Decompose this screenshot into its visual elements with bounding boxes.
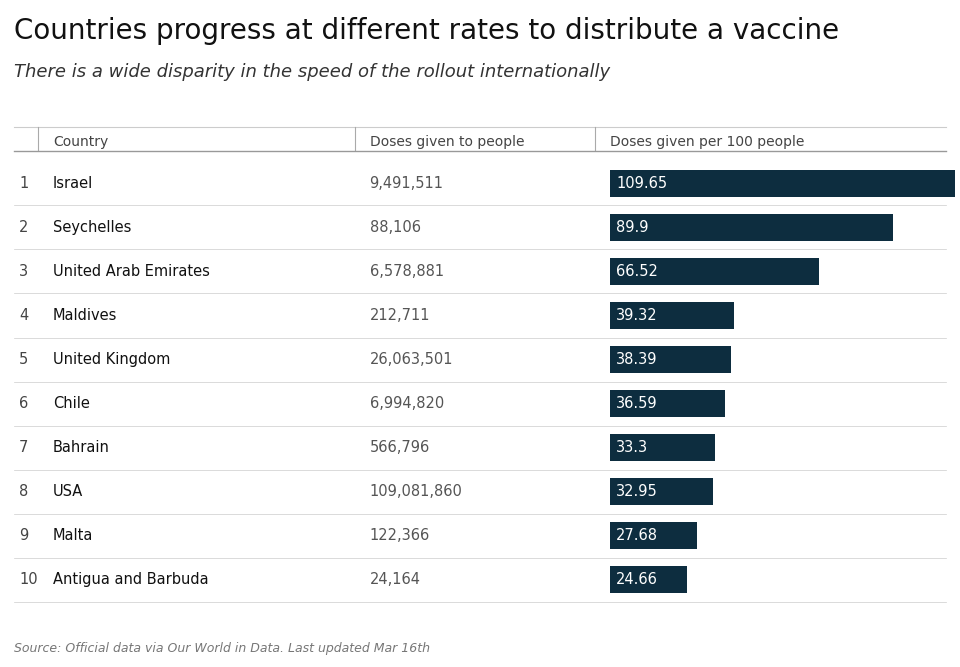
Text: Maldives: Maldives (53, 308, 117, 323)
Text: 2: 2 (19, 220, 29, 235)
Text: There is a wide disparity in the speed of the rollout internationally: There is a wide disparity in the speed o… (14, 63, 611, 81)
Text: 6,994,820: 6,994,820 (370, 396, 444, 411)
Text: Doses given per 100 people: Doses given per 100 people (610, 135, 804, 149)
Text: 66.52: 66.52 (616, 264, 659, 279)
Text: 3: 3 (19, 264, 29, 279)
Text: 4: 4 (19, 308, 29, 323)
Text: Doses given to people: Doses given to people (370, 135, 524, 149)
FancyBboxPatch shape (610, 302, 733, 329)
Text: 9: 9 (19, 528, 29, 543)
FancyBboxPatch shape (610, 214, 893, 241)
FancyBboxPatch shape (610, 522, 697, 549)
Text: United Arab Emirates: United Arab Emirates (53, 264, 209, 279)
Text: Chile: Chile (53, 396, 89, 411)
FancyBboxPatch shape (610, 390, 725, 417)
Text: Malta: Malta (53, 528, 93, 543)
Text: 24.66: 24.66 (616, 572, 659, 587)
FancyBboxPatch shape (610, 434, 714, 461)
Text: 38.39: 38.39 (616, 352, 658, 367)
Text: Antigua and Barbuda: Antigua and Barbuda (53, 572, 208, 587)
Text: 109.65: 109.65 (616, 176, 667, 191)
Text: 27.68: 27.68 (616, 528, 659, 543)
Text: 88,106: 88,106 (370, 220, 420, 235)
Text: 212,711: 212,711 (370, 308, 430, 323)
FancyBboxPatch shape (610, 566, 687, 593)
Text: 39.32: 39.32 (616, 308, 658, 323)
FancyBboxPatch shape (610, 170, 955, 197)
FancyBboxPatch shape (610, 478, 713, 505)
Text: 89.9: 89.9 (616, 220, 649, 235)
FancyBboxPatch shape (610, 258, 819, 285)
Text: 109,081,860: 109,081,860 (370, 484, 463, 499)
Text: 32.95: 32.95 (616, 484, 658, 499)
Text: 1: 1 (19, 176, 29, 191)
Text: 6: 6 (19, 396, 29, 411)
FancyBboxPatch shape (610, 346, 731, 373)
Text: USA: USA (53, 484, 84, 499)
Text: 566,796: 566,796 (370, 440, 430, 455)
Text: 8: 8 (19, 484, 29, 499)
Text: 26,063,501: 26,063,501 (370, 352, 453, 367)
Text: 36.59: 36.59 (616, 396, 658, 411)
Text: Countries progress at different rates to distribute a vaccine: Countries progress at different rates to… (14, 17, 840, 45)
Text: 5: 5 (19, 352, 29, 367)
Text: 10: 10 (19, 572, 37, 587)
Text: Bahrain: Bahrain (53, 440, 109, 455)
Text: Seychelles: Seychelles (53, 220, 132, 235)
Text: 7: 7 (19, 440, 29, 455)
Text: Source: Official data via Our World in Data. Last updated Mar 16th: Source: Official data via Our World in D… (14, 642, 430, 655)
Text: 6,578,881: 6,578,881 (370, 264, 444, 279)
Text: Israel: Israel (53, 176, 93, 191)
Text: United Kingdom: United Kingdom (53, 352, 170, 367)
Text: 24,164: 24,164 (370, 572, 420, 587)
Text: 9,491,511: 9,491,511 (370, 176, 444, 191)
Text: Country: Country (53, 135, 108, 149)
Text: 33.3: 33.3 (616, 440, 648, 455)
Text: 122,366: 122,366 (370, 528, 430, 543)
